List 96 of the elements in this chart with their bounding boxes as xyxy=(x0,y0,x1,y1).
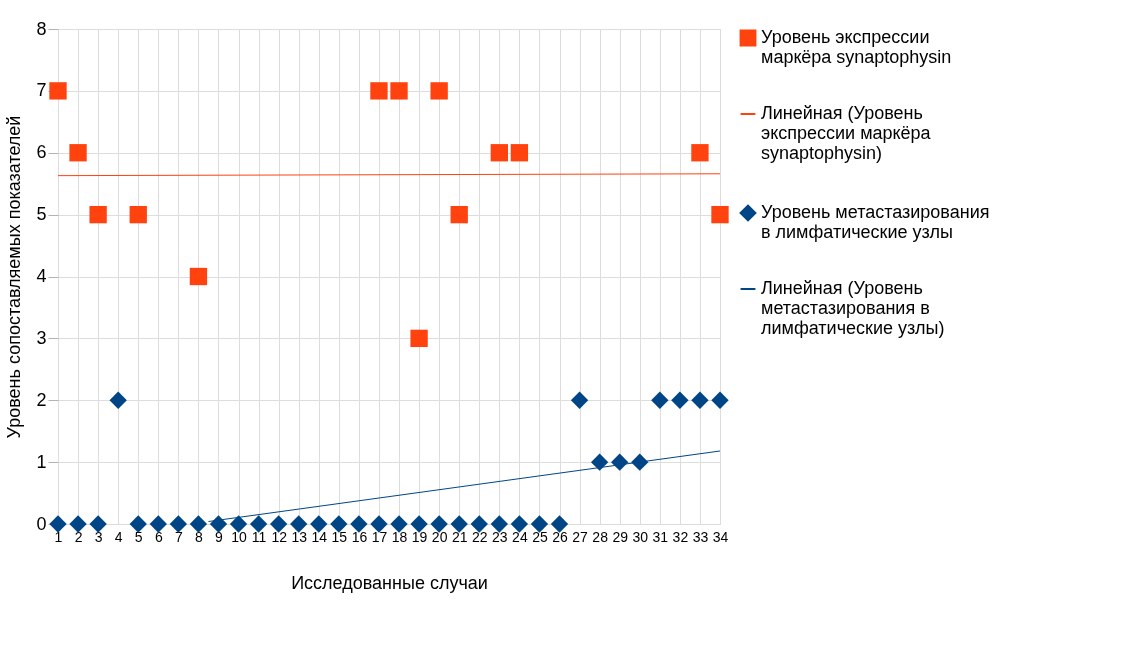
point xyxy=(430,82,448,100)
y-tick-label: 3 xyxy=(36,327,47,348)
point xyxy=(49,515,67,533)
point xyxy=(89,205,107,224)
x-tick-label: 27 xyxy=(572,528,589,545)
x-tick-label: 34 xyxy=(712,528,729,545)
point xyxy=(209,515,228,533)
point xyxy=(370,515,388,533)
x-tick-label: 5 xyxy=(134,528,143,545)
point xyxy=(691,391,709,409)
point xyxy=(550,515,569,533)
y-tick-label: 4 xyxy=(36,266,47,286)
legend-label: Линейная (Уровень экспрессии маркёра synaptophysin) xyxy=(761,103,932,163)
x-tick-label: 11 xyxy=(251,528,267,545)
x-tick-label: 19 xyxy=(411,528,428,545)
y-tick-label: 6 xyxy=(36,142,47,163)
legend-label: Линейная (Уровень метастазирования в лимфатические узлы) xyxy=(761,278,945,338)
point xyxy=(310,515,328,533)
point xyxy=(570,391,589,409)
point xyxy=(611,453,629,471)
x-tick-label: 29 xyxy=(612,528,629,545)
point xyxy=(69,515,87,533)
x-tick-label: 9 xyxy=(215,528,224,545)
x-tick-label: 26 xyxy=(552,528,569,545)
x-tick-label: 14 xyxy=(311,528,328,545)
point xyxy=(290,515,308,533)
point xyxy=(109,391,127,409)
point xyxy=(530,515,549,533)
point xyxy=(69,144,87,162)
x-tick-label: 13 xyxy=(291,528,308,545)
x-tick-label: 1 xyxy=(54,528,63,545)
legend-label: Уровень метастазирования в лимфатические узлы xyxy=(761,202,990,242)
point xyxy=(430,515,448,533)
point xyxy=(129,515,147,533)
point xyxy=(490,144,508,162)
x-tick-label: 17 xyxy=(371,528,388,545)
x-tick-label: 23 xyxy=(492,528,508,545)
point xyxy=(390,515,408,533)
x-tick-label: 33 xyxy=(692,528,709,545)
x-tick-label: 7 xyxy=(174,528,183,545)
point xyxy=(330,515,348,533)
point xyxy=(89,515,107,533)
x-tick-label: 25 xyxy=(532,528,548,545)
point xyxy=(49,82,67,100)
point xyxy=(189,515,208,533)
y-tick-label: 5 xyxy=(36,204,47,225)
x-tick-label: 16 xyxy=(351,528,368,545)
legend-label: Уровень экспрессии маркёра synaptophysin xyxy=(761,27,952,67)
point xyxy=(711,391,729,409)
point xyxy=(691,144,709,162)
x-tick-label: 10 xyxy=(231,528,248,545)
x-tick-label: 30 xyxy=(632,528,649,545)
x-tick-label: 32 xyxy=(672,528,689,545)
y-tick-label: 8 xyxy=(36,18,47,39)
y-axis-title: Уровень сопоставляемых показателей xyxy=(4,115,25,439)
point xyxy=(490,515,508,533)
point xyxy=(350,515,368,533)
point xyxy=(590,453,609,471)
x-tick-label: 3 xyxy=(94,528,103,545)
x-tick-label: 18 xyxy=(391,528,408,545)
point xyxy=(410,515,428,533)
x-tick-label: 15 xyxy=(331,528,348,545)
x-tick-label: 28 xyxy=(592,528,609,545)
y-tick-label: 2 xyxy=(36,389,47,410)
x-tick-label: 24 xyxy=(512,528,528,545)
y-tick-label: 7 xyxy=(36,80,47,101)
point xyxy=(711,205,729,224)
y-tick-label: 1 xyxy=(36,451,47,472)
point xyxy=(450,205,468,224)
x-axis-title: Исследованные случаи xyxy=(291,572,488,593)
y-tick-label: 0 xyxy=(36,513,47,534)
x-tick-label: 12 xyxy=(271,528,288,545)
x-tick-label: 21 xyxy=(451,528,468,545)
x-tick-label: 2 xyxy=(74,528,83,545)
x-tick-label: 22 xyxy=(471,528,488,545)
point xyxy=(651,391,669,409)
point xyxy=(370,82,388,100)
x-tick-label: 31 xyxy=(652,528,669,545)
point xyxy=(270,515,288,533)
point xyxy=(410,329,428,348)
x-tick-label: 8 xyxy=(195,528,204,545)
x-tick-label: 4 xyxy=(114,528,123,545)
point xyxy=(129,205,147,224)
x-tick-label: 6 xyxy=(154,528,163,545)
point xyxy=(450,515,468,533)
point xyxy=(249,515,268,533)
point xyxy=(510,144,529,162)
point xyxy=(169,515,188,533)
point xyxy=(510,515,529,533)
point xyxy=(390,82,408,100)
point xyxy=(189,267,208,286)
x-tick-label: 20 xyxy=(431,528,448,545)
point xyxy=(671,391,689,409)
point xyxy=(149,515,167,533)
point xyxy=(229,515,248,533)
point xyxy=(470,515,488,533)
